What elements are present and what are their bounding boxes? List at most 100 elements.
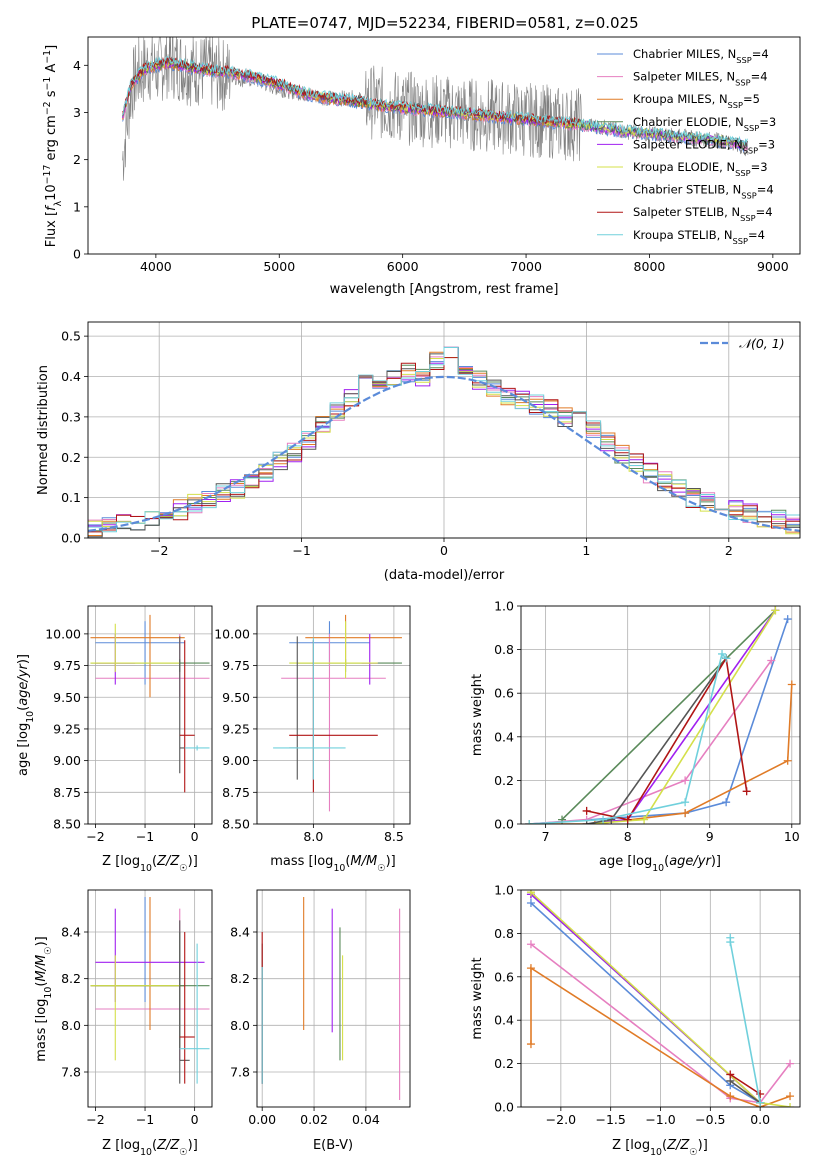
mass-weight-vs-Z-marker-salpeter-miles [526, 940, 535, 949]
residuals-xtick-label: 2 [725, 543, 733, 558]
spectrum-xtick-label: 4000 [140, 259, 172, 274]
age-vs-mass-xtick-label: 8.0 [303, 829, 323, 844]
mass-weight-vs-age-marker-kroupa-stelib [525, 820, 534, 824]
mass-weight-vs-age-marker-chabrier-miles [722, 798, 731, 807]
age-vs-Z-ytick-label: 9.00 [53, 753, 81, 768]
mass-weight-vs-Z-ytick-label: 1.0 [494, 883, 514, 898]
spectrum-xtick-label: 5000 [263, 259, 295, 274]
mass-weight-vs-age-ytick-label: 0.4 [494, 729, 514, 744]
mass-weight-vs-age-xtick-label: 8 [624, 829, 632, 844]
age-vs-mass-ytick-label: 9.50 [222, 690, 250, 705]
age-vs-mass-ytick-label: 9.25 [222, 721, 250, 736]
spectrum-legend-entry-kroupa-miles: Kroupa MILES, NSSP=5 [633, 92, 760, 110]
spectrum-frame [87, 36, 801, 255]
age-vs-Z-ytick-label: 9.25 [53, 721, 81, 736]
mass-weight-vs-Z-xlabel: Z [log10(Z/Z☉)] [612, 1138, 708, 1158]
mass-weight-vs-age-ytick-label: 0.6 [494, 686, 514, 701]
spectrum-ytick-label: 0 [73, 247, 81, 262]
mass-weight-vs-Z-marker-kroupa-elodie [786, 1103, 795, 1107]
mass-weight-vs-Z-ytick-label: 0.2 [494, 1056, 514, 1071]
mass-weight-vs-Z-ytick-label: 0.0 [494, 1100, 514, 1115]
mass-weight-vs-Z-marker-kroupa-elodie [526, 890, 535, 897]
mass-vs-EBV-ytick-label: 8.0 [230, 1018, 250, 1033]
spectrum-legend-entry-chabrier-stelib: Chabrier STELIB, NSSP=4 [633, 183, 774, 201]
mass-weight-vs-age-marker-kroupa-miles [787, 680, 796, 689]
mass-vs-EBV-xtick-label: 0.04 [352, 1112, 380, 1127]
spectrum-plot-area [122, 37, 749, 181]
mass-vs-Z-xtick-label: −2 [86, 1112, 104, 1127]
mass-weight-vs-Z-series-salpeter-stelib [729, 1073, 761, 1095]
mass-weight-vs-Z-series-chabrier-miles [530, 902, 761, 1104]
mass-vs-Z-xtick-label: 0 [191, 1112, 199, 1127]
residuals-legend-label: 𝒩(0, 1) [739, 336, 785, 351]
residuals-normal-curve [88, 375, 800, 532]
mass-weight-vs-age-plot-area [525, 606, 796, 824]
residuals-ytick-label: 0.3 [61, 409, 81, 424]
mass-vs-EBV-ytick-label: 8.2 [230, 971, 250, 986]
mass-weight-vs-age-marker-salpeter-stelib [582, 806, 591, 815]
spectrum-ytick-label: 2 [73, 152, 81, 167]
age-vs-Z-frame [87, 605, 213, 825]
age-vs-mass-ytick-label: 8.50 [222, 817, 250, 832]
mass-weight-vs-age-series-kroupa-miles [529, 684, 793, 824]
spectrum-legend-entry-chabrier-elodie: Chabrier ELODIE, NSSP=3 [633, 115, 776, 133]
spectrum-legend-entry-kroupa-stelib: Kroupa STELIB, NSSP=4 [633, 228, 765, 246]
mass-weight-vs-age-marker-chabrier-miles [783, 615, 792, 624]
mass-vs-Z-plot-area [90, 897, 210, 1084]
spectrum-legend-entry-chabrier-miles: Chabrier MILES, NSSP=4 [633, 47, 769, 65]
mass-weight-vs-Z-ylabel: mass weight [470, 957, 485, 1039]
mass-weight-vs-Z-xtick-label: −1.0 [645, 1112, 675, 1127]
mass-weight-vs-age-xlabel: age [log10(age/yr)] [599, 854, 721, 874]
mass-weight-vs-age-marker-salpeter-miles [681, 776, 690, 785]
age-vs-mass-frame [256, 605, 411, 825]
mass-weight-vs-age-marker-kroupa-stelib [722, 654, 731, 663]
residuals-plot-area [88, 346, 800, 538]
mass-weight-vs-Z-marker-kroupa-miles [786, 1092, 795, 1101]
mass-vs-Z-frame [87, 889, 213, 1108]
mass-vs-EBV-xtick-label: 0.02 [300, 1112, 328, 1127]
mass-weight-vs-Z-xtick-label: −2.0 [546, 1112, 576, 1127]
mass-weight-vs-Z-plot-area [526, 890, 795, 1107]
spectrum-legend-entry-kroupa-elodie: Kroupa ELODIE, NSSP=3 [633, 160, 768, 178]
mass-weight-vs-age-ytick-label: 0.8 [494, 642, 514, 657]
age-vs-Z-ylabel: age [log10(age/yr)] [16, 654, 36, 776]
mass-weight-vs-Z-marker-chabrier-miles [526, 899, 535, 908]
spectrum-ytick-label: 3 [73, 105, 81, 120]
age-vs-mass-ytick-label: 10.00 [214, 626, 250, 641]
age-vs-mass-plot-area [273, 614, 402, 812]
figure-title: PLATE=0747, MJD=52234, FIBERID=0581, z=0… [251, 14, 638, 32]
mass-weight-vs-age-marker-kroupa-miles [590, 820, 599, 824]
mass-vs-EBV-plot-area [261, 897, 401, 1100]
mass-weight-vs-age-xtick-label: 10 [784, 829, 800, 844]
mass-weight-vs-age-series-salpeter-miles [529, 660, 772, 824]
mass-weight-vs-age-series-chabrier-elodie [561, 609, 776, 821]
age-vs-Z-xtick-label: −1 [136, 829, 154, 844]
age-vs-mass-ytick-label: 9.75 [222, 658, 250, 673]
age-vs-mass-xlabel: mass [log10(M/M☉)] [270, 854, 396, 874]
spectrum-model-line-kroupa-stelib [122, 56, 748, 146]
mass-weight-vs-Z-marker-salpeter-miles [786, 1059, 795, 1068]
spectrum-legend-entry-salpeter-miles: Salpeter MILES, NSSP=4 [633, 70, 768, 88]
spectrum-ytick-label: 1 [73, 199, 81, 214]
mass-weight-vs-Z-frame [520, 889, 801, 1108]
spectrum-legend-entry-salpeter-elodie: Salpeter ELODIE, NSSP=3 [633, 137, 775, 155]
mass-weight-vs-Z-ytick-label: 0.4 [494, 1013, 514, 1028]
residuals-xtick-label: −2 [150, 543, 168, 558]
spectrum-legend-entry-salpeter-stelib: Salpeter STELIB, NSSP=4 [633, 205, 773, 223]
mass-weight-vs-Z-xtick-label: −0.5 [695, 1112, 725, 1127]
mass-weight-vs-Z-marker-salpeter-stelib [726, 1070, 735, 1079]
mass-weight-vs-age-frame [520, 605, 801, 825]
mass-vs-EBV-frame [256, 889, 411, 1108]
mass-weight-vs-Z-marker-kroupa-stelib [756, 1098, 765, 1107]
mass-vs-EBV-ytick-label: 8.4 [230, 925, 250, 940]
spectrum-xtick-label: 9000 [757, 259, 789, 274]
age-vs-Z-ytick-label: 9.50 [53, 690, 81, 705]
mass-weight-vs-age-marker-kroupa-stelib [681, 798, 690, 807]
age-vs-Z-ytick-label: 8.75 [53, 785, 81, 800]
mass-weight-vs-Z-ytick-label: 0.6 [494, 969, 514, 984]
age-vs-Z-plot-area [90, 614, 210, 793]
age-vs-Z-xtick-label: 0 [191, 829, 199, 844]
residuals-ylabel: Normed distribution [36, 365, 51, 495]
mass-weight-vs-age-xtick-label: 7 [542, 829, 550, 844]
